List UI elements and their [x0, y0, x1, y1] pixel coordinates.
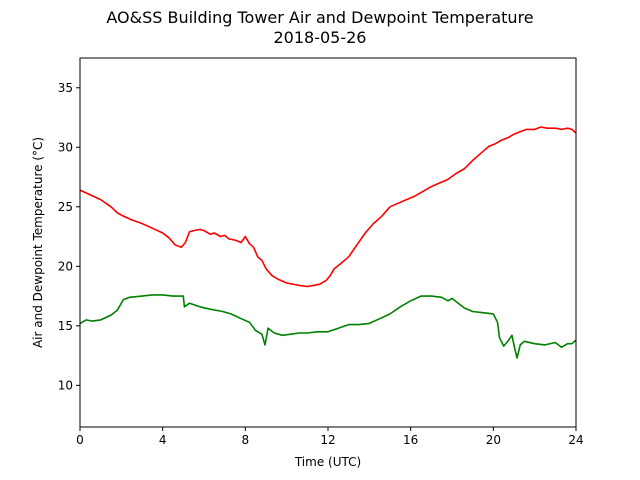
y-axis-label: Air and Dewpoint Temperature (°C)	[31, 137, 45, 348]
y-tick-label: 30	[58, 140, 73, 154]
series-line-2	[79, 294, 577, 359]
chart-subtitle: 2018-05-26	[273, 28, 367, 47]
x-tick-label: 8	[242, 433, 250, 447]
tick-layer: 0 4 8 12 16 20 24 10 15 20 25 30 35	[58, 81, 584, 447]
y-tick-label: 35	[58, 81, 73, 95]
series-layer	[79, 126, 577, 359]
y-tick-label: 10	[58, 378, 73, 392]
series-line-1	[79, 126, 577, 288]
y-tick-label: 20	[58, 259, 73, 273]
x-tick-label: 16	[403, 433, 418, 447]
x-tick-label: 12	[320, 433, 335, 447]
x-tick-label: 4	[159, 433, 167, 447]
y-tick-label: 15	[58, 319, 73, 333]
x-tick-label: 24	[568, 433, 583, 447]
plot-frame	[79, 57, 577, 428]
x-tick-label: 0	[76, 433, 84, 447]
chart-title: AO&SS Building Tower Air and Dewpoint Te…	[106, 8, 534, 27]
x-tick-label: 20	[486, 433, 501, 447]
y-tick-label: 25	[58, 200, 73, 214]
x-axis-label: Time (UTC)	[294, 455, 361, 469]
